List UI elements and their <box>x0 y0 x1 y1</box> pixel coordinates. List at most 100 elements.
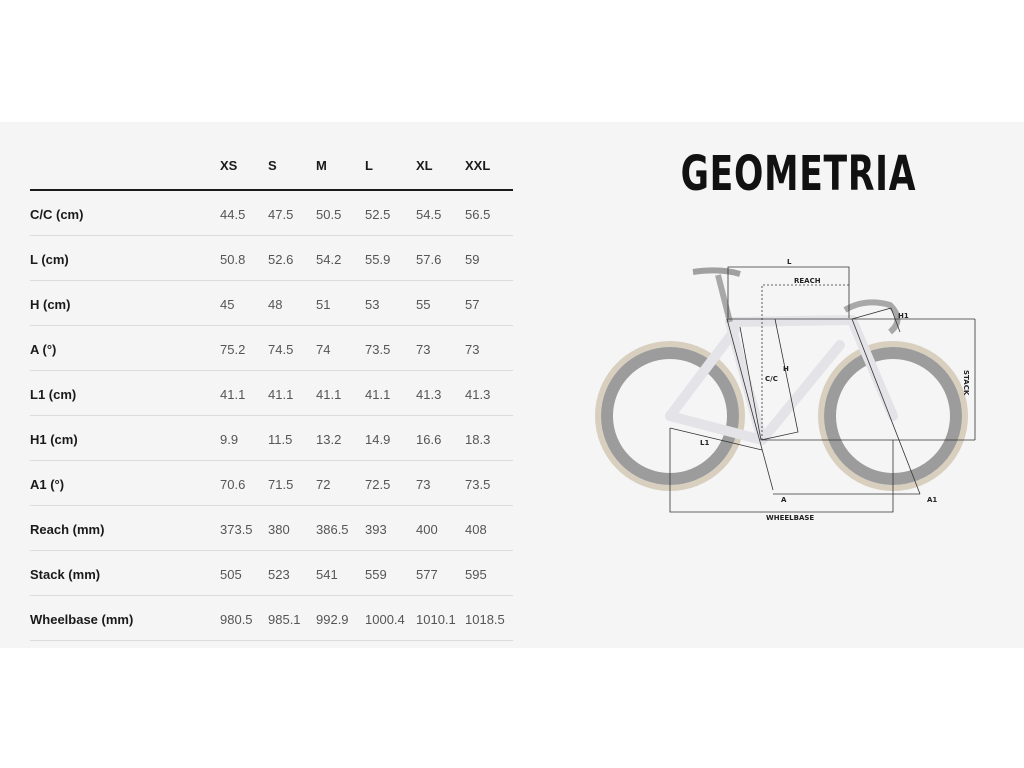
cell-value: 1010.1 <box>416 612 456 627</box>
cell-value: 73.5 <box>365 342 391 357</box>
cell-value: 380 <box>268 522 290 537</box>
cell-value: 73 <box>465 342 480 357</box>
saddle <box>692 267 741 277</box>
table-row: L (cm) 50.8 52.6 54.2 55.9 57.6 59 <box>30 236 513 281</box>
table-row: C/C (cm) 44.5 47.5 50.5 52.5 54.5 56.5 <box>30 191 513 236</box>
table-row: Reach (mm) 373.5 380 386.5 393 400 408 <box>30 506 513 551</box>
geometry-table: XS S M L XL XXL C/C (cm) 44.5 47.5 50.5 52.5… <box>30 144 513 641</box>
cell-value: 44.5 <box>220 207 246 222</box>
row-label: C/C (cm) <box>30 207 84 222</box>
size-header: M <box>316 158 327 173</box>
cell-value: 73 <box>416 477 431 492</box>
row-label: Reach (mm) <box>30 522 105 537</box>
cell-value: 73.5 <box>465 477 491 492</box>
row-label: Stack (mm) <box>30 567 101 582</box>
cell-value: 408 <box>465 522 487 537</box>
cell-value: 54.2 <box>316 252 342 267</box>
cell-value: 386.5 <box>316 522 349 537</box>
label-l: L <box>787 258 792 266</box>
table-row: H1 (cm) 9.9 11.5 13.2 14.9 16.6 18.3 <box>30 416 513 461</box>
cell-value: 41.1 <box>365 387 391 402</box>
cell-value: 56.5 <box>465 207 491 222</box>
bike-geometry-diagram: L REACH H1 STACK C/C H L1 A A1 WHEELBASE <box>595 258 976 522</box>
cell-value: 13.2 <box>316 432 342 447</box>
cell-value: 59 <box>465 252 480 267</box>
table-row: A1 (°) 70.6 71.5 72 72.5 73 73.5 <box>30 461 513 506</box>
cell-value: 52.5 <box>365 207 391 222</box>
cell-value: 523 <box>268 567 290 582</box>
cell-value: 75.2 <box>220 342 246 357</box>
cell-value: 71.5 <box>268 477 294 492</box>
cell-value: 57 <box>465 297 480 312</box>
cell-value: 55.9 <box>365 252 391 267</box>
row-label: H1 (cm) <box>30 432 78 447</box>
cell-value: 393 <box>365 522 387 537</box>
row-label: A1 (°) <box>30 477 65 492</box>
cell-value: 73 <box>416 342 431 357</box>
cell-value: 72.5 <box>365 477 391 492</box>
size-header: S <box>268 158 277 173</box>
label-reach: REACH <box>794 277 821 285</box>
page-title: GEOMETRIA <box>680 146 917 202</box>
cell-value: 50.5 <box>316 207 342 222</box>
cell-value: 54.5 <box>416 207 442 222</box>
cell-value: 373.5 <box>220 522 253 537</box>
label-a: A <box>781 496 787 504</box>
dimension-lines <box>669 266 976 513</box>
cell-value: 74.5 <box>268 342 294 357</box>
cell-value: 41.1 <box>316 387 342 402</box>
cell-value: 57.6 <box>416 252 442 267</box>
cell-value: 41.3 <box>465 387 491 402</box>
cell-value: 41.3 <box>416 387 442 402</box>
cell-value: 72 <box>316 477 331 492</box>
cell-value: 70.6 <box>220 477 246 492</box>
label-stack: STACK <box>962 370 970 396</box>
size-header: L <box>365 158 373 173</box>
table-row: H (cm) 45 48 51 53 55 57 <box>30 281 513 326</box>
label-l1: L1 <box>700 439 709 447</box>
label-h: H <box>783 365 789 373</box>
cell-value: 9.9 <box>220 432 239 447</box>
row-label: L (cm) <box>30 252 69 267</box>
cell-value: 52.6 <box>268 252 294 267</box>
cell-value: 50.8 <box>220 252 246 267</box>
size-header: XXL <box>465 158 491 173</box>
cell-value: 992.9 <box>316 612 349 627</box>
cell-value: 1018.5 <box>465 612 505 627</box>
table-row: L1 (cm) 41.1 41.1 41.1 41.1 41.3 41.3 <box>30 371 513 416</box>
cell-value: 577 <box>416 567 438 582</box>
cell-value: 55 <box>416 297 431 312</box>
cell-value: 11.5 <box>268 432 293 447</box>
cell-value: 505 <box>220 567 242 582</box>
label-h1: H1 <box>898 312 909 320</box>
table-row: Wheelbase (mm) 980.5 985.1 992.9 1000.4 1010.… <box>30 596 513 641</box>
cell-value: 985.1 <box>268 612 301 627</box>
table-header: XS S M L XL XXL <box>30 144 513 191</box>
cell-value: 541 <box>316 567 338 582</box>
cell-value: 45 <box>220 297 235 312</box>
cell-value: 53 <box>365 297 380 312</box>
cell-value: 1000.4 <box>365 612 405 627</box>
cell-value: 48 <box>268 297 283 312</box>
row-label: H (cm) <box>30 297 71 312</box>
cell-value: 41.1 <box>268 387 294 402</box>
cell-value: 41.1 <box>220 387 246 402</box>
cell-value: 400 <box>416 522 438 537</box>
cell-value: 16.6 <box>416 432 442 447</box>
content-background <box>0 122 1024 648</box>
cell-value: 595 <box>465 567 487 582</box>
handlebar <box>843 299 901 335</box>
label-cc: C/C <box>765 375 778 383</box>
cell-value: 47.5 <box>268 207 294 222</box>
row-label: L1 (cm) <box>30 387 77 402</box>
label-a1: A1 <box>927 496 937 504</box>
row-label: A (°) <box>30 342 57 357</box>
cell-value: 980.5 <box>220 612 253 627</box>
cell-value: 18.3 <box>465 432 491 447</box>
cell-value: 559 <box>365 567 387 582</box>
size-header: XL <box>416 158 433 173</box>
cell-value: 14.9 <box>365 432 391 447</box>
table-row: Stack (mm) 505 523 541 559 577 595 <box>30 551 513 596</box>
cell-value: 51 <box>316 297 331 312</box>
label-wheelbase: WHEELBASE <box>766 514 814 522</box>
